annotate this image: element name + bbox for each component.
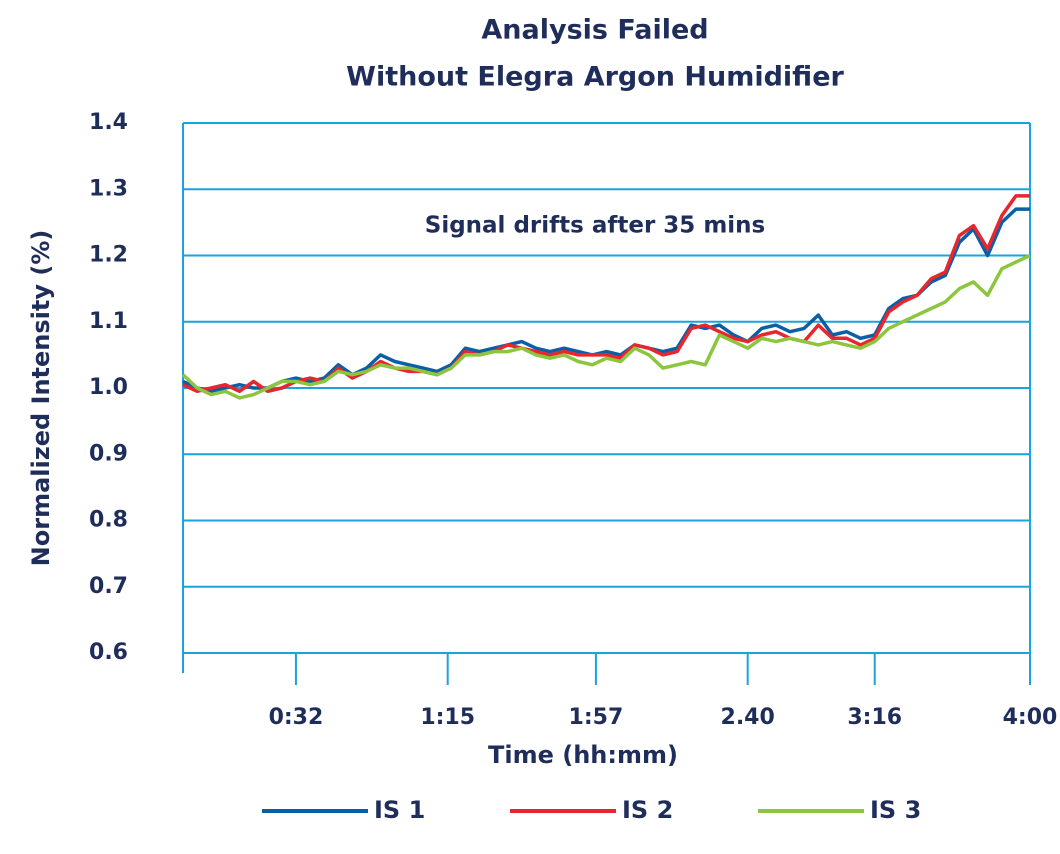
- legend-label: IS 3: [870, 796, 921, 824]
- series-line: [182, 207, 1030, 394]
- series-line: [181, 253, 1031, 400]
- legend-label: IS 2: [622, 796, 673, 824]
- y-tick-label: 1.2: [89, 243, 128, 268]
- chart-title: Analysis Failed: [481, 15, 708, 46]
- x-tick-label: 1:57: [569, 705, 624, 730]
- y-tick-label: 0.6: [89, 640, 128, 665]
- x-tick-label: 0:32: [269, 705, 324, 730]
- x-tick-label: 4:00: [1003, 705, 1058, 730]
- y-tick-label: 1.1: [89, 309, 128, 334]
- y-axis-label: Normalized Intensity (%): [27, 230, 55, 567]
- x-tick-label: 3:16: [847, 705, 902, 730]
- y-tick-label: 0.7: [89, 574, 128, 599]
- legend-label: IS 1: [374, 796, 425, 824]
- chart-subtitle: Without Elegra Argon Humidifier: [346, 62, 844, 93]
- annotation: Signal drifts after 35 mins: [425, 213, 766, 239]
- x-axis-label: Time (hh:mm): [488, 741, 678, 769]
- x-tick-label: 1:15: [420, 705, 475, 730]
- y-tick-label: 0.9: [89, 441, 128, 466]
- y-tick-label: 0.8: [89, 508, 128, 533]
- x-tick-label: 2.40: [721, 705, 775, 730]
- y-tick-label: 1.4: [89, 110, 128, 135]
- y-tick-label: 1.3: [89, 176, 128, 201]
- y-tick-label: 1.0: [89, 375, 128, 400]
